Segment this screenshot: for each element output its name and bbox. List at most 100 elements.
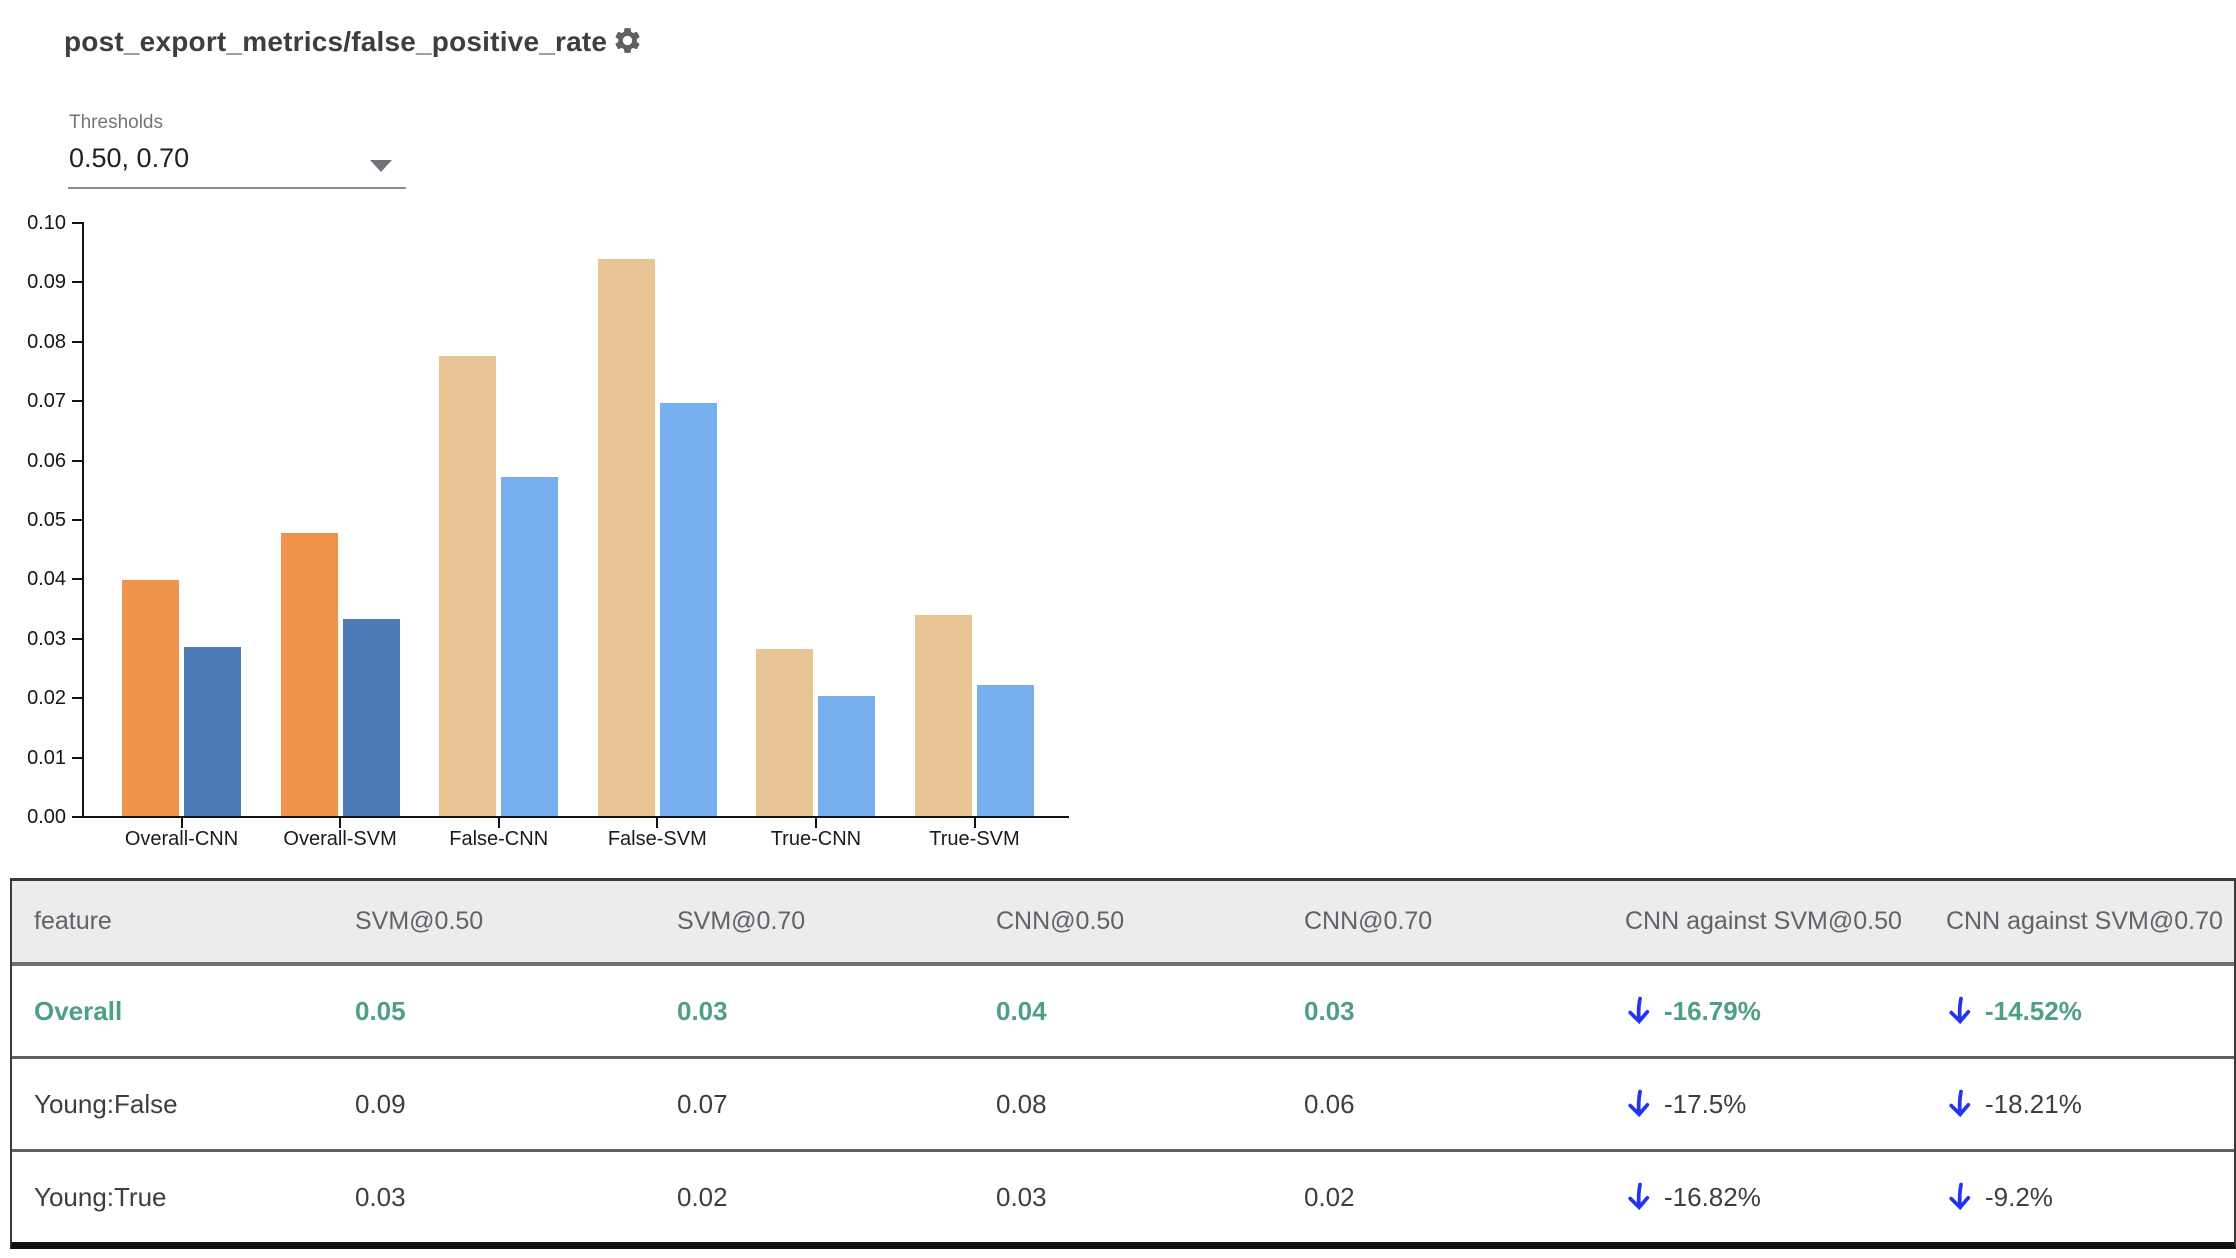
x-axis-tick [814,818,817,828]
y-axis-tick-label: 0.01 [27,746,66,769]
y-axis-tick [72,222,82,224]
y-axis-tick-label: 0.10 [27,212,66,234]
x-axis-tick [180,818,183,828]
y-axis-tick [72,697,82,700]
x-axis-tick-label: False-SVM [607,828,707,850]
y-axis-tick-label: 0.06 [27,449,66,472]
y-axis-tick [72,637,82,640]
y-axis-tick [72,281,82,284]
y-axis-tick-label: 0.03 [27,627,66,650]
delta-cell: -17.5% [1625,1089,1946,1120]
thresholds-label: Thresholds [69,112,163,133]
y-axis-tick-label: 0.05 [27,509,66,531]
delta-cell: -14.52% [1946,996,2234,1027]
column-header-cnn-against-svm-0-70: CNN against SVM@0.70 [1946,907,2223,935]
bar-Overall-CNN-threshold-0.50 [122,580,179,816]
delta-percentage: -17.5% [1664,1088,1747,1119]
x-axis-line [82,816,1069,818]
x-axis-tick-label: Overall-SVM [283,828,397,850]
metric-value-cell: 0.04 [996,995,1047,1026]
bar-False-SVM-threshold-0.50 [597,258,655,816]
y-axis-tick [72,459,82,462]
bar-False-SVM-threshold-0.70 [659,402,717,816]
metric-value-cell: 0.06 [1304,1088,1355,1119]
x-axis-tick [656,818,659,828]
delta-cell: -16.82% [1625,1182,1946,1213]
delta-percentage: -16.82% [1664,1181,1761,1212]
column-header-cnn-against-svm-0-50: CNN against SVM@0.50 [1625,907,1902,935]
metric-value-cell: 0.02 [1304,1181,1355,1212]
delta-cell: -16.79% [1625,996,1946,1027]
delta-cell: -9.2% [1946,1182,2234,1213]
metric-value-cell: 0.05 [355,995,406,1026]
trend-down-arrow-icon [1949,1089,1971,1118]
y-axis-tick [72,816,82,818]
bar-True-SVM-threshold-0.50 [915,615,972,816]
y-axis-tick-label: 0.04 [27,568,66,591]
bar-True-SVM-threshold-0.70 [977,685,1034,816]
column-header-svm-0-70: SVM@0.70 [677,907,806,935]
bar-False-CNN-threshold-0.50 [439,356,497,816]
table-row-overall: Overall 0.05 0.03 0.04 0.03 -16.79% -14.52% [12,966,2234,1059]
delta-percentage: -18.21% [1985,1088,2082,1119]
y-axis-tick [72,756,82,759]
y-axis-line [82,222,84,818]
metrics-table: feature SVM@0.50 SVM@0.70 CNN@0.50 CNN@0.70 C… [10,878,2236,1249]
y-axis-tick-label: 0.02 [27,687,66,710]
metric-value-cell: 0.03 [1304,995,1355,1026]
column-header-svm-0-50: SVM@0.50 [355,907,484,935]
column-header-cnn-0-70: CNN@0.70 [1304,907,1433,935]
metric-value-cell: 0.08 [996,1088,1047,1119]
trend-down-arrow-icon [1628,1182,1650,1211]
x-axis-tick [339,818,342,828]
bar-False-CNN-threshold-0.70 [501,477,559,816]
y-axis-tick [72,340,82,343]
table-header-row: feature SVM@0.50 SVM@0.70 CNN@0.50 CNN@0.70 C… [12,881,2234,966]
table-row-young-false: Young:False 0.09 0.07 0.08 0.06 -17.5% -18.21% [12,1059,2234,1152]
column-header-cnn-0-50: CNN@0.50 [996,907,1125,935]
feature-cell: Overall [34,995,123,1026]
x-axis-tick-label: False-CNN [449,828,549,850]
trend-down-arrow-icon [1628,996,1650,1025]
metric-value-cell: 0.03 [355,1181,406,1212]
feature-cell: Young:True [34,1181,167,1212]
bar-Overall-SVM-threshold-0.70 [342,618,400,816]
trend-down-arrow-icon [1949,1182,1971,1211]
delta-percentage: -16.79% [1664,995,1761,1026]
column-header-feature: feature [34,907,112,935]
x-axis-tick-label: True-CNN [770,828,862,850]
y-axis-tick-label: 0.09 [27,271,66,294]
bar-Overall-SVM-threshold-0.50 [280,532,338,816]
y-axis-tick [72,519,82,521]
metric-value-cell: 0.03 [996,1181,1047,1212]
metric-value-cell: 0.09 [355,1088,406,1119]
page-title: post_export_metrics/false_positive_rate [64,26,608,57]
feature-cell: Young:False [34,1088,178,1119]
delta-cell: -18.21% [1946,1089,2234,1120]
bar-True-CNN-threshold-0.50 [756,649,814,816]
y-axis-tick-label: 0.00 [27,806,66,828]
dropdown-caret-icon[interactable] [370,160,392,172]
settings-gear-icon[interactable] [612,25,643,56]
y-axis-tick-label: 0.08 [27,330,66,353]
bar-Overall-CNN-threshold-0.70 [184,647,241,816]
table-row-young-true: Young:True 0.03 0.02 0.03 0.02 -16.82% -9.2% [12,1152,2234,1242]
x-axis-tick-label: Overall-CNN [124,828,239,850]
delta-percentage: -14.52% [1985,995,2082,1026]
trend-down-arrow-icon [1949,996,1971,1025]
x-axis-tick-label: True-SVM [929,828,1020,850]
delta-percentage: -9.2% [1985,1181,2053,1212]
y-axis-tick-label: 0.07 [27,390,66,413]
bar-True-CNN-threshold-0.70 [818,696,876,816]
y-axis-tick [72,578,82,581]
thresholds-select[interactable]: 0.50, 0.70 [69,143,190,173]
metric-value-cell: 0.07 [677,1088,728,1119]
trend-down-arrow-icon [1628,1089,1650,1118]
y-axis-tick [72,400,82,403]
metric-value-cell: 0.03 [677,995,728,1026]
x-axis-tick [973,818,976,828]
false-positive-rate-bar-chart: 0.00 0.01 0.02 0.03 0.04 0.05 0.06 0.07 0.08 0.09… [0,0,1120,870]
metric-value-cell: 0.02 [677,1181,728,1212]
x-axis-tick [497,818,500,828]
